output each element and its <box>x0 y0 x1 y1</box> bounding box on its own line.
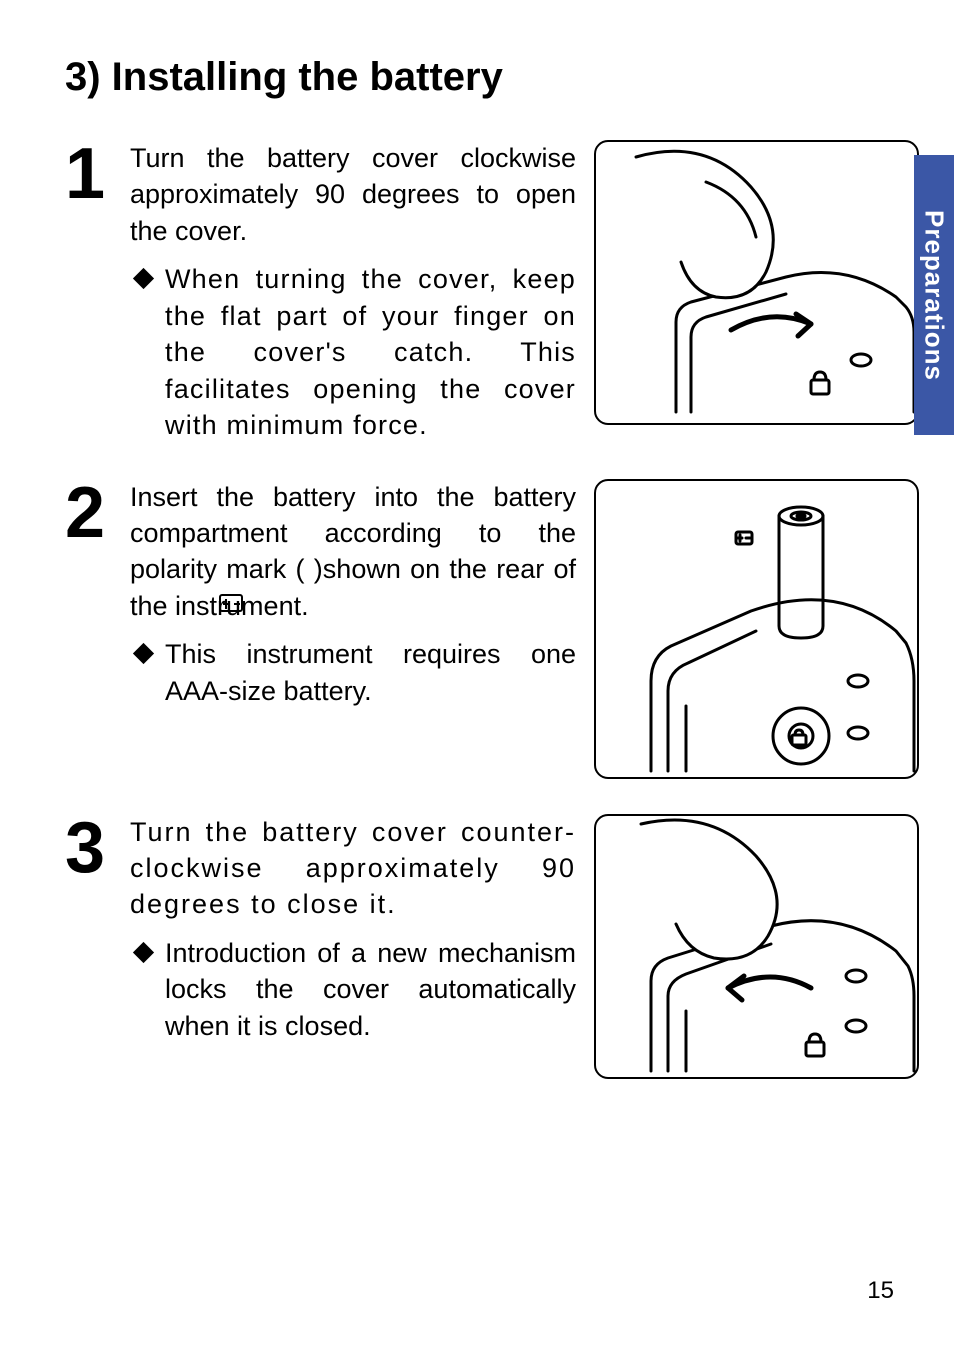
step-text: Turn the battery cover clockwise approxi… <box>130 140 576 249</box>
illustration-step2 <box>594 479 919 779</box>
step-text: Turn the battery cover counter-clockwise… <box>130 814 576 923</box>
step-3: 3 Turn the battery cover counter-clockwi… <box>65 814 919 1079</box>
bullet-item: This instrument requires one AAA-size ba… <box>130 636 576 709</box>
page-title: 3) Installing the battery <box>65 55 919 100</box>
step-body: Turn the battery cover clockwise approxi… <box>130 140 594 444</box>
step-number: 2 <box>65 479 130 547</box>
polarity-mark-icon <box>218 591 244 613</box>
page-number: 15 <box>867 1277 894 1305</box>
step-1: 1 Turn the battery cover clockwise appro… <box>65 140 919 444</box>
step-2: 2 Insert the battery into the battery co… <box>65 479 919 779</box>
insert-battery-illustration <box>596 481 921 781</box>
step-number: 3 <box>65 814 130 882</box>
bullet-text: When turning the cover, keep the flat pa… <box>165 261 576 443</box>
step-text: Insert the battery into the battery comp… <box>130 479 576 625</box>
illustration-step1 <box>594 140 919 425</box>
diamond-bullet-icon <box>133 268 154 289</box>
step-number: 1 <box>65 140 130 208</box>
bullet-text: This instrument requires one AAA-size ba… <box>165 636 576 709</box>
diamond-bullet-icon <box>133 942 154 963</box>
diamond-bullet-icon <box>133 643 154 664</box>
bullet-item: When turning the cover, keep the flat pa… <box>130 261 576 443</box>
section-tab: Preparations <box>914 155 954 435</box>
step-body: Insert the battery into the battery comp… <box>130 479 594 710</box>
illustration-step3 <box>594 814 919 1079</box>
close-cover-illustration <box>596 816 921 1081</box>
bullet-item: Introduction of a new mechanism locks th… <box>130 935 576 1044</box>
section-tab-label: Preparations <box>919 210 950 381</box>
bullet-text: Introduction of a new mechanism locks th… <box>165 935 576 1044</box>
step-body: Turn the battery cover counter-clockwise… <box>130 814 594 1045</box>
step-text-span: Insert the battery into the battery comp… <box>130 482 576 621</box>
open-cover-illustration <box>596 142 921 427</box>
manual-page: 3) Installing the battery 1 Turn the bat… <box>0 0 954 1345</box>
